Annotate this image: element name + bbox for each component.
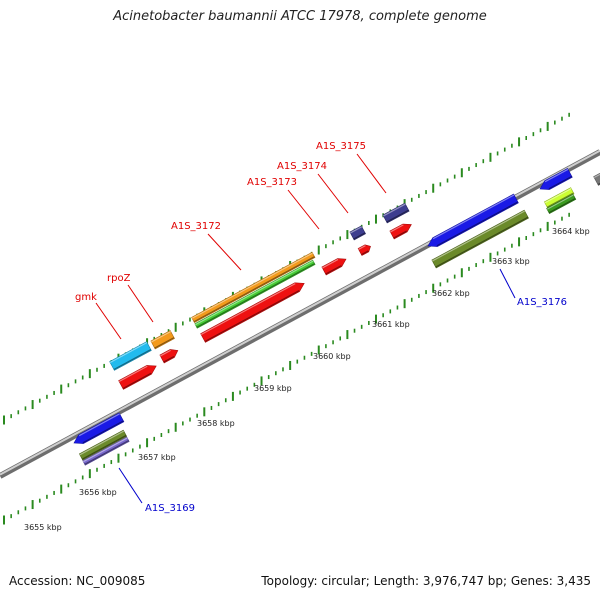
leader-line bbox=[287, 189, 320, 230]
leader-line bbox=[127, 284, 154, 323]
feature-a1s3174-cds-navy bbox=[349, 225, 366, 241]
feature-a1s3176-cds-blue bbox=[427, 193, 519, 247]
feature-gmk-gene-red bbox=[118, 365, 157, 390]
gene-label[interactable]: gmk bbox=[75, 292, 97, 303]
gene-label[interactable]: rpoZ bbox=[107, 273, 131, 284]
leader-line bbox=[499, 268, 516, 299]
scale-label: 3664 kbp bbox=[552, 227, 590, 236]
label-leaders bbox=[95, 153, 516, 504]
inner-tick-track bbox=[3, 212, 570, 525]
feature-edge-lime bbox=[543, 187, 575, 209]
leader-line bbox=[95, 302, 122, 340]
gene-label[interactable]: A1S_3173 bbox=[247, 177, 297, 188]
scale-label: 3659 kbp bbox=[254, 384, 292, 393]
gene-label[interactable]: A1S_3175 bbox=[316, 141, 366, 152]
scale-label: 3662 kbp bbox=[432, 289, 470, 298]
leader-line bbox=[118, 467, 143, 504]
feature-a1s3175-cds-navy bbox=[382, 202, 410, 224]
scale-label: 3661 kbp bbox=[372, 320, 410, 329]
leader-line bbox=[356, 153, 387, 194]
feature-a1s3175-gene-red bbox=[389, 223, 412, 240]
scale-label: 3658 kbp bbox=[197, 419, 235, 428]
feature-a1s3176-cds-olive bbox=[431, 209, 529, 269]
leader-line bbox=[207, 233, 242, 271]
scale-label: 3655 kbp bbox=[24, 523, 62, 532]
leader-line bbox=[317, 173, 349, 214]
scale-label: 3657 kbp bbox=[138, 453, 176, 462]
scale-label: 3663 kbp bbox=[492, 257, 530, 266]
feature-gmk-cds-cyan bbox=[109, 341, 152, 371]
gene-label[interactable]: A1S_3174 bbox=[277, 161, 327, 172]
label-layer: 3655 kbp 3656 kbp 3657 kbp 3658 kbp 3659 kbp… bbox=[24, 141, 590, 532]
feature-a1s3169-cds-lavender bbox=[82, 436, 130, 466]
feature-a1s3174-gene-red bbox=[357, 244, 371, 256]
feature-a1s3169-cds-olive bbox=[78, 429, 128, 461]
scale-label: 3660 kbp bbox=[313, 352, 351, 361]
feature-a1s3169-cds-blue bbox=[73, 412, 125, 444]
feature-a1s3172-cds-green bbox=[194, 259, 316, 329]
gene-label[interactable]: A1S_3169 bbox=[145, 503, 195, 514]
genome-summary-text: Topology: circular; Length: 3,976,747 bp… bbox=[261, 574, 591, 588]
gene-label[interactable]: A1S_3176 bbox=[517, 297, 567, 308]
gene-label[interactable]: A1S_3172 bbox=[171, 221, 221, 232]
feature-layer bbox=[73, 168, 600, 466]
feature-edge-gray bbox=[593, 171, 600, 186]
feature-rpoz-gene-red bbox=[159, 349, 179, 364]
feature-edge-blue bbox=[539, 168, 573, 190]
feature-a1s3172-cds-orange bbox=[191, 251, 316, 324]
feature-a1s3172-gene-red bbox=[200, 282, 305, 343]
accession-text: Accession: NC_009085 bbox=[9, 574, 146, 588]
feature-edge-green bbox=[546, 193, 577, 215]
map-title: Acinetobacter baumannii ATCC 17978, comp… bbox=[113, 9, 487, 24]
feature-a1s3173-gene-red bbox=[321, 258, 347, 276]
feature-rpoz-cds-orange bbox=[150, 330, 175, 350]
scale-label: 3656 kbp bbox=[79, 488, 117, 497]
